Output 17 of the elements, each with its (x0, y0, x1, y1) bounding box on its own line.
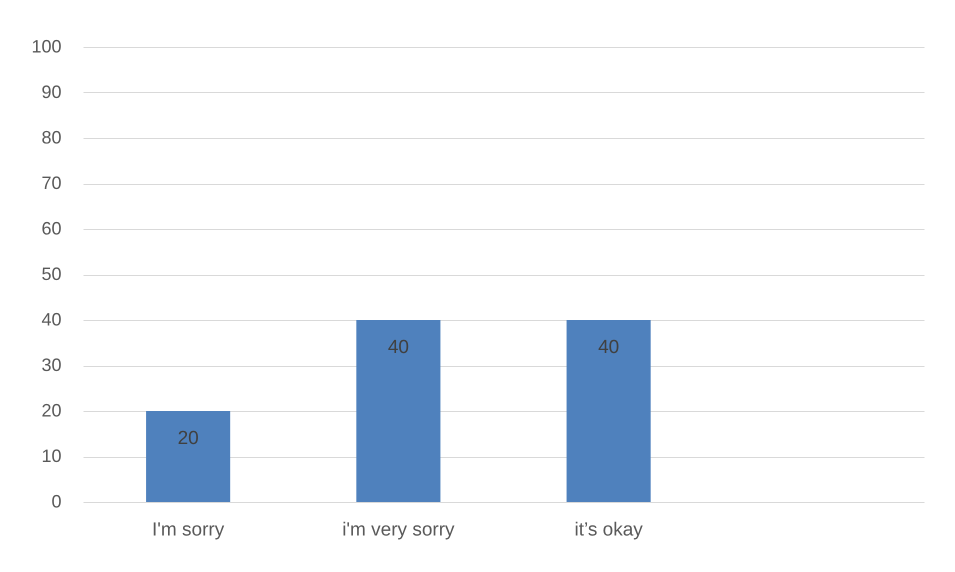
x-tick-label: I'm sorry (152, 520, 225, 540)
y-tick-label: 50 (41, 264, 62, 284)
y-tick-label: 30 (41, 355, 62, 375)
y-tick-label: 10 (41, 446, 62, 466)
y-tick-label: 20 (41, 400, 62, 420)
y-tick-label: 100 (31, 36, 62, 56)
data-label: 40 (598, 337, 620, 358)
data-label: 40 (388, 337, 409, 358)
y-tick-label: 0 (51, 492, 62, 512)
y-tick-label: 60 (41, 218, 62, 238)
x-tick-label: it’s okay (574, 520, 644, 540)
x-tick-label: i'm very sorry (342, 520, 456, 540)
y-tick-label: 90 (41, 82, 62, 102)
y-tick-label: 80 (41, 128, 62, 148)
y-tick-label: 40 (41, 310, 62, 330)
y-tick-label: 70 (41, 173, 62, 193)
data-label: 20 (178, 428, 199, 449)
